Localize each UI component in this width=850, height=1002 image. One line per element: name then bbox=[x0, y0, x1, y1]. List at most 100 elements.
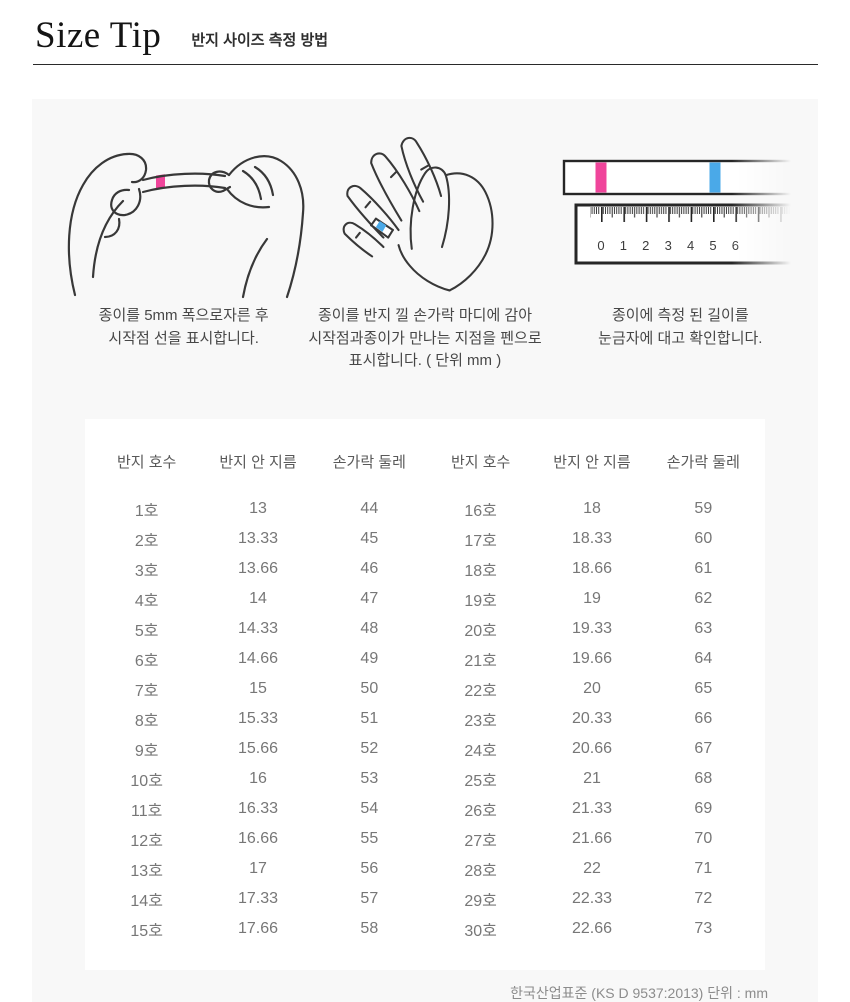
pink-start-mark bbox=[595, 162, 607, 193]
size-table-card: 반지 호수 반지 안 지름 손가락 둘레 반지 호수 반지 안 지름 손가락 둘… bbox=[85, 419, 765, 970]
caption-line: 시작점과종이가 만나는 지점을 펜으로 bbox=[308, 329, 542, 347]
col-header-inner-diameter: 반지 안 지름 bbox=[219, 454, 297, 471]
caption-line: 종이에 측정 된 길이를 bbox=[611, 307, 749, 324]
inner-diameter-cell: 13 bbox=[249, 500, 267, 517]
svg-text:4: 4 bbox=[687, 238, 694, 253]
circumference-cell: 51 bbox=[360, 710, 379, 727]
inner-diameter-cell: 21.33 bbox=[571, 800, 612, 817]
guide-panel: 종이를 5mm 폭으로자른 후 시작점 선을 표시합니다. bbox=[32, 99, 818, 1002]
caption-line: 표시합니다. ( 단위 mm ) bbox=[348, 352, 502, 369]
standard-note: 한국산업표준 (KS D 9537:2013) 단위 : mm bbox=[510, 985, 768, 1001]
inner-diameter-cell: 18.33 bbox=[571, 530, 612, 547]
ring-size-cell: 9호 bbox=[134, 743, 159, 760]
inner-diameter-cell: 20.66 bbox=[571, 740, 612, 757]
inner-diameter-cell: 18.66 bbox=[571, 560, 612, 577]
table-row: 6호 14.66 49 21호 19.66 64 bbox=[91, 644, 759, 674]
step-measure-ruler: 0 1 2 3 4 5 6 종이에 측정 된 길이를 bbox=[553, 127, 808, 379]
ruler-numbers: 0 1 2 3 4 5 6 bbox=[598, 238, 740, 253]
ring-size-cell: 15호 bbox=[130, 923, 163, 940]
circumference-cell: 63 bbox=[694, 620, 713, 637]
ring-size-cell: 18호 bbox=[464, 563, 497, 580]
ring-size-cell: 20호 bbox=[464, 623, 497, 640]
inner-diameter-cell: 16.66 bbox=[237, 830, 279, 847]
step-measure-ruler-art: 0 1 2 3 4 5 6 bbox=[553, 127, 808, 299]
circumference-cell: 49 bbox=[360, 650, 379, 667]
inner-diameter-cell: 15.66 bbox=[237, 740, 279, 757]
circumference-cell: 64 bbox=[694, 650, 713, 667]
circumference-cell: 65 bbox=[694, 680, 713, 697]
ring-size-cell: 17호 bbox=[464, 533, 497, 550]
table-row: 13호 17 56 28호 22 71 bbox=[91, 854, 759, 884]
inner-diameter-cell: 21.66 bbox=[571, 830, 612, 847]
svg-text:6: 6 bbox=[732, 238, 739, 253]
caption-line: 종이를 반지 낄 손가락 마디에 감아 bbox=[317, 307, 533, 324]
circumference-cell: 57 bbox=[360, 890, 379, 907]
table-row: 8호 15.33 51 23호 20.33 66 bbox=[91, 704, 759, 734]
caption-line: 종이를 5mm 폭으로자른 후 bbox=[98, 307, 269, 324]
circumference-cell: 46 bbox=[360, 560, 379, 577]
page-title: Size Tip bbox=[35, 14, 162, 56]
step-wrap-finger-art bbox=[297, 127, 552, 299]
step-measure-ruler-caption: 종이에 측정 된 길이를 눈금자에 대고 확인합니다. bbox=[553, 305, 808, 350]
hands-stretch-paper-strip-icon bbox=[67, 152, 305, 299]
step-wrap-finger: 종이를 반지 낄 손가락 마디에 감아 시작점과종이가 만나는 지점을 펜으로 … bbox=[297, 127, 552, 379]
circumference-cell: 45 bbox=[360, 530, 379, 547]
inner-diameter-cell: 15.33 bbox=[237, 710, 279, 727]
header-row: 반지 호수 반지 안 지름 손가락 둘레 반지 호수 반지 안 지름 손가락 둘… bbox=[91, 445, 759, 494]
measurement-steps: 종이를 5mm 폭으로자른 후 시작점 선을 표시합니다. bbox=[32, 127, 818, 379]
inner-diameter-cell: 20.33 bbox=[571, 710, 612, 727]
paper-wrapped-finger-icon bbox=[342, 136, 494, 292]
inner-diameter-cell: 18 bbox=[583, 500, 601, 517]
ring-size-cell: 24호 bbox=[464, 743, 497, 760]
col-header-circumference: 손가락 둘레 bbox=[332, 454, 406, 471]
table-row: 10호 16 53 25호 21 68 bbox=[91, 764, 759, 794]
circumference-cell: 47 bbox=[360, 590, 379, 607]
circumference-cell: 48 bbox=[360, 620, 379, 637]
ring-size-cell: 11호 bbox=[130, 803, 163, 820]
ring-size-cell: 14호 bbox=[130, 893, 163, 910]
svg-text:3: 3 bbox=[665, 238, 672, 253]
ring-size-cell: 5호 bbox=[134, 623, 159, 640]
table-row: 9호 15.66 52 24호 20.66 67 bbox=[91, 734, 759, 764]
inner-diameter-cell: 19.66 bbox=[571, 650, 612, 667]
circumference-cell: 62 bbox=[694, 590, 713, 607]
col-header-ring-size: 반지 호수 bbox=[116, 454, 177, 471]
svg-text:1: 1 bbox=[620, 238, 627, 253]
ring-size-cell: 3호 bbox=[134, 563, 159, 580]
ring-size-cell: 10호 bbox=[130, 773, 163, 790]
step-wrap-finger-caption: 종이를 반지 낄 손가락 마디에 감아 시작점과종이가 만나는 지점을 펜으로 … bbox=[297, 305, 552, 373]
inner-diameter-cell: 16 bbox=[249, 770, 267, 787]
circumference-cell: 71 bbox=[694, 860, 713, 877]
page-header: Size Tip 반지 사이즈 측정 방법 bbox=[0, 0, 850, 62]
ring-size-cell: 4호 bbox=[134, 593, 159, 610]
step-cut-paper: 종이를 5mm 폭으로자른 후 시작점 선을 표시합니다. bbox=[56, 127, 311, 379]
table-row: 11호 16.33 54 26호 21.33 69 bbox=[91, 794, 759, 824]
inner-diameter-cell: 21 bbox=[583, 770, 601, 787]
ring-size-cell: 25호 bbox=[464, 773, 497, 790]
header-divider bbox=[33, 64, 818, 65]
circumference-cell: 50 bbox=[360, 680, 379, 697]
circumference-cell: 52 bbox=[360, 740, 379, 757]
circumference-cell: 66 bbox=[694, 710, 713, 727]
col-header-inner-diameter: 반지 안 지름 bbox=[553, 454, 631, 471]
circumference-cell: 70 bbox=[694, 830, 713, 847]
inner-diameter-cell: 14.66 bbox=[237, 650, 279, 667]
table-row: 12호 16.66 55 27호 21.66 70 bbox=[91, 824, 759, 854]
ring-size-cell: 19호 bbox=[464, 593, 497, 610]
circumference-cell: 73 bbox=[694, 920, 713, 937]
circumference-cell: 59 bbox=[694, 500, 713, 517]
page-subtitle: 반지 사이즈 측정 방법 bbox=[191, 31, 329, 49]
circumference-cell: 67 bbox=[694, 740, 713, 757]
inner-diameter-cell: 19 bbox=[583, 590, 601, 607]
ring-size-cell: 22호 bbox=[464, 683, 497, 700]
svg-text:2: 2 bbox=[642, 238, 649, 253]
ring-size-cell: 8호 bbox=[134, 713, 159, 730]
ruler-measure-icon: 0 1 2 3 4 5 6 bbox=[563, 159, 799, 265]
ring-size-cell: 28호 bbox=[464, 863, 497, 880]
inner-diameter-cell: 19.33 bbox=[571, 620, 612, 637]
inner-diameter-cell: 14.33 bbox=[237, 620, 279, 637]
ring-size-cell: 7호 bbox=[134, 683, 159, 700]
ring-size-cell: 23호 bbox=[464, 713, 497, 730]
circumference-cell: 56 bbox=[360, 860, 379, 877]
